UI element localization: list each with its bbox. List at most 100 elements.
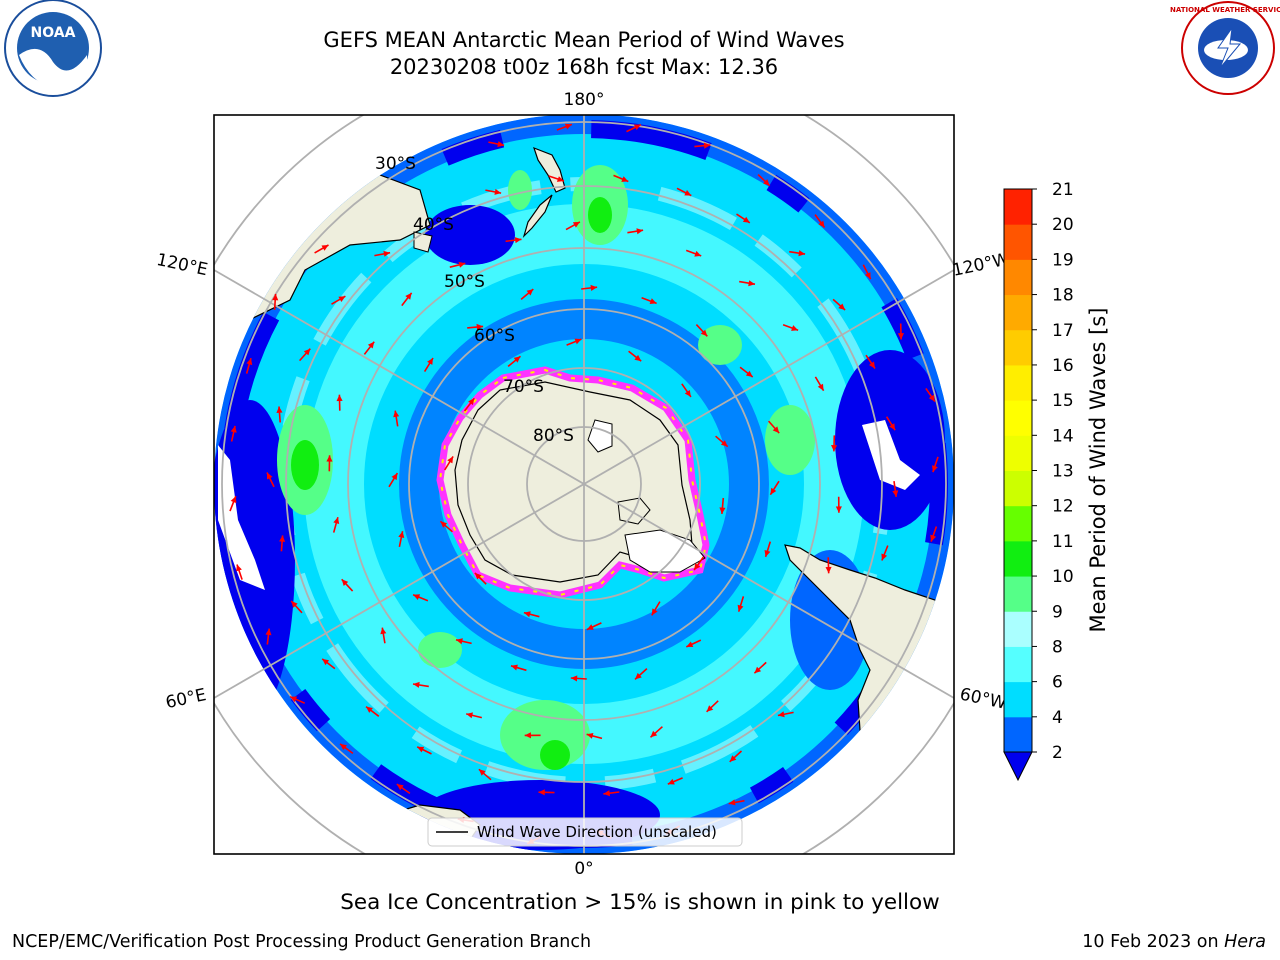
legend-label: Wind Wave Direction (unscaled) xyxy=(477,823,717,841)
wind-arrow-head xyxy=(818,220,825,228)
wind-arrow-head xyxy=(326,455,333,462)
wind-arrow-head xyxy=(838,303,846,310)
wind-arrow-head xyxy=(703,142,711,149)
wind-arrow-head xyxy=(303,348,311,356)
colorbar: 2 4 6 8 9 10 11 12 13 14 15 16 17 18 19 20 21 xyxy=(1003,180,1074,782)
wind-arrow-head xyxy=(272,293,279,301)
wind-arrow-head xyxy=(447,456,454,464)
wind-arrow-head xyxy=(791,325,799,331)
title-line-2: 20230208 t00z 168h fcst Max: 12.36 xyxy=(389,55,779,79)
wind-arrow-head xyxy=(497,141,505,148)
colorbar-tick-label: 2 xyxy=(1052,743,1063,763)
lat-label-70s: 70°S xyxy=(503,377,544,397)
colorbar-segment xyxy=(1004,329,1032,366)
wind-arrow-head xyxy=(745,370,753,377)
wind-arrow-head xyxy=(230,496,237,504)
wind-arrow-head xyxy=(526,289,534,296)
colorbar-tick-label: 9 xyxy=(1052,602,1063,622)
wind-arrow-head xyxy=(930,534,937,542)
wind-arrow-head xyxy=(881,553,888,561)
colorbar-tick-label: 20 xyxy=(1052,215,1074,235)
lon-label-60w: 60°W xyxy=(958,684,1008,713)
colorbar-segment xyxy=(1004,716,1032,753)
wind-arrow-head xyxy=(764,550,771,557)
lat-label-80s: 80°S xyxy=(533,426,574,446)
colorbar-tick-label: 4 xyxy=(1052,708,1063,728)
wind-arrow-head xyxy=(817,383,824,391)
wind-arrow-head xyxy=(417,746,425,753)
colorbar-tick-label: 15 xyxy=(1052,391,1074,411)
footer-host: Hera xyxy=(1224,932,1266,952)
wind-arrow-head xyxy=(748,280,755,287)
wind-arrow-head xyxy=(897,333,904,340)
wind-arrow-head xyxy=(267,472,273,480)
wind-arrow-head xyxy=(413,681,420,688)
wind-arrow-head xyxy=(468,398,475,406)
colorbar-tick-label: 14 xyxy=(1052,426,1074,446)
wind-arrow-head xyxy=(366,706,373,713)
wind-arrow-head xyxy=(865,272,871,280)
wind-arrow-head xyxy=(524,732,531,739)
colorbar-segment xyxy=(1004,611,1032,647)
wind-arrow-head xyxy=(476,323,484,330)
wind-arrow-head xyxy=(246,358,253,366)
wind-arrow-head xyxy=(367,341,375,349)
colorbar-segment xyxy=(1004,294,1032,331)
wind-arrow-head xyxy=(869,361,875,369)
wind-arrow-head xyxy=(737,604,744,612)
lon-label-180: 180° xyxy=(564,90,605,110)
wind-arrow-head xyxy=(650,730,658,738)
wind-arrow-head xyxy=(777,711,785,718)
colorbar-tick-label: 8 xyxy=(1052,637,1063,657)
sea-ice-note: Sea Ice Concentration > 15% is shown in … xyxy=(340,890,940,915)
colorbar-segment xyxy=(1004,646,1032,683)
wind-arrow-head xyxy=(523,611,531,618)
wind-arrow-head xyxy=(825,566,832,574)
wind-arrow-head xyxy=(928,394,935,402)
wind-arrow-head xyxy=(380,627,387,635)
colorbar-tick-label: 21 xyxy=(1052,180,1074,200)
wind-arrow-head xyxy=(336,394,343,402)
map-area xyxy=(214,115,954,854)
wind-arrow-head xyxy=(383,250,391,257)
wind-arrow-head xyxy=(474,572,482,580)
wind-arrow-head xyxy=(831,445,838,452)
lat-label-50s: 50°S xyxy=(444,272,485,292)
map-frame xyxy=(213,114,955,855)
wind-arrow-head xyxy=(694,250,702,257)
wind-arrow-head xyxy=(932,465,938,473)
wind-arrow-head xyxy=(763,179,770,186)
wind-arrow-head xyxy=(634,354,642,362)
noaa-logo: NOAA xyxy=(4,0,102,97)
colorbar-segment xyxy=(1004,540,1032,577)
wind-wave-arrows xyxy=(229,123,939,845)
wind-arrow-head xyxy=(667,778,675,785)
latitude-labels: 30°S 40°S 50°S 60°S 70°S 80°S xyxy=(375,154,574,446)
meridian-gridlines xyxy=(214,115,954,854)
wind-arrow-head xyxy=(586,624,594,630)
wind-arrow-head xyxy=(391,473,398,481)
wind-arrow-head xyxy=(513,356,521,363)
wind-arrow-head xyxy=(466,712,473,719)
title-line-1: GEFS MEAN Antarctic Mean Period of Wind … xyxy=(323,28,845,52)
wind-arrow-head xyxy=(265,628,272,636)
wind-arrow-head xyxy=(635,672,642,680)
colorbar-tick-label: 18 xyxy=(1052,286,1074,306)
wind-arrow-head xyxy=(396,784,404,791)
wind-arrow-head xyxy=(574,338,582,345)
wind-arrow-head xyxy=(686,641,694,647)
wind-arrow-head xyxy=(590,284,598,291)
wind-arrow-head xyxy=(458,261,466,268)
wind-arrow-head xyxy=(684,190,692,196)
wind-arrow-head xyxy=(694,563,701,570)
colorbar-segment xyxy=(1004,576,1032,612)
colorbar-tick-label: 6 xyxy=(1052,673,1063,693)
wind-arrow-head xyxy=(700,329,708,337)
wind-arrow-head xyxy=(333,517,340,524)
wind-arrow-head xyxy=(564,123,572,130)
wind-arrow-head xyxy=(291,601,298,608)
wind-arrow-head xyxy=(621,176,629,182)
lat-label-60s: 60°S xyxy=(474,326,515,346)
wind-arrow-head xyxy=(236,564,242,572)
